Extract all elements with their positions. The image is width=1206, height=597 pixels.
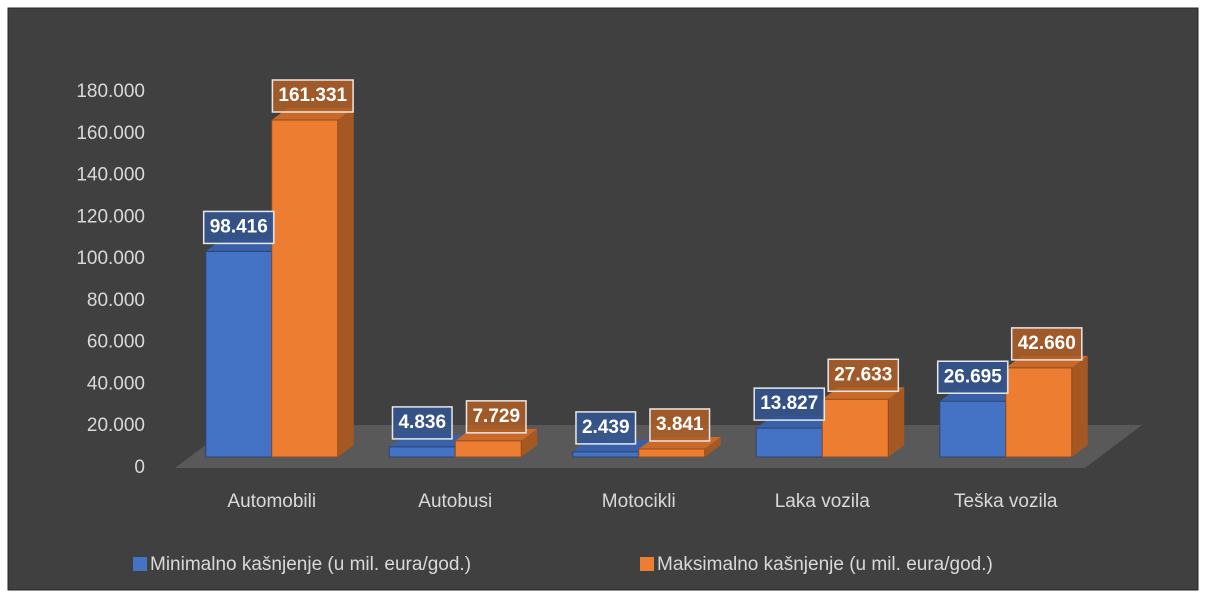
data-label-group: 161.331 xyxy=(271,79,354,113)
legend-label: Maksimalno kašnjenje (u mil. eura/god.) xyxy=(657,554,993,575)
legend-swatch xyxy=(133,557,147,571)
data-label: 98.416 xyxy=(210,216,268,237)
data-label: 7.729 xyxy=(472,406,520,427)
bar-side xyxy=(704,436,721,457)
data-label: 161.331 xyxy=(278,85,347,106)
data-label: 26.695 xyxy=(944,366,1003,387)
legend-swatch xyxy=(640,557,654,571)
x-tick-label: Motocikli xyxy=(602,491,676,512)
bar-side xyxy=(521,428,538,457)
y-tick-label: 20.000 xyxy=(87,415,145,436)
bar xyxy=(271,119,339,458)
bar xyxy=(1005,367,1073,458)
data-label-box xyxy=(1010,327,1083,361)
bar xyxy=(638,448,706,458)
data-label-box xyxy=(649,408,711,442)
data-label: 13.827 xyxy=(760,393,818,414)
bar-side xyxy=(337,107,354,457)
data-label: 42.660 xyxy=(1018,333,1076,354)
data-label-box xyxy=(827,358,900,393)
data-label-group: 3.841 xyxy=(649,408,711,442)
data-label-group: 4.836 xyxy=(391,406,453,440)
data-label: 4.836 xyxy=(398,412,446,433)
data-label-box xyxy=(271,79,354,113)
y-tick-label: 0 xyxy=(134,457,145,478)
data-label-box xyxy=(575,411,637,445)
y-tick-label: 160.000 xyxy=(76,123,145,144)
data-label-group: 26.695 xyxy=(936,360,1009,394)
data-label-group: 7.729 xyxy=(465,400,527,434)
data-label-box xyxy=(753,387,826,421)
data-label-box xyxy=(391,406,453,440)
x-tick-label: Automobili xyxy=(227,491,316,512)
x-tick-label: Laka vozila xyxy=(775,491,870,512)
bar-side xyxy=(888,387,905,457)
data-label: 27.633 xyxy=(834,364,892,385)
y-tick-label: 180.000 xyxy=(76,81,145,102)
data-label-box xyxy=(465,400,527,434)
y-tick-label: 100.000 xyxy=(76,248,145,269)
data-label-group: 27.633 xyxy=(827,358,900,393)
bar xyxy=(755,427,823,458)
bar xyxy=(572,451,640,458)
bar xyxy=(388,446,456,458)
x-tick-label: Teška vozila xyxy=(954,491,1058,512)
data-label-box xyxy=(936,360,1009,394)
data-label: 2.439 xyxy=(582,417,630,438)
bar-side xyxy=(1071,355,1088,457)
data-label-box xyxy=(202,210,275,245)
bar xyxy=(939,400,1007,458)
legend-label: Minimalno kašnjenje (u mil. eura/god.) xyxy=(150,554,471,575)
bar xyxy=(454,440,522,458)
x-tick-label: Autobusi xyxy=(418,491,492,512)
data-label-group: 98.416 xyxy=(202,210,275,245)
data-label-group: 42.660 xyxy=(1010,327,1083,361)
y-tick-label: 140.000 xyxy=(76,165,145,186)
y-tick-label: 120.000 xyxy=(76,206,145,227)
y-tick-label: 60.000 xyxy=(87,332,145,353)
data-label-group: 13.827 xyxy=(753,387,826,421)
data-label: 3.841 xyxy=(656,414,704,435)
data-label-group: 2.439 xyxy=(575,411,637,445)
bar xyxy=(821,398,889,458)
bar xyxy=(205,250,273,458)
y-tick-label: 80.000 xyxy=(87,290,145,311)
y-tick-label: 40.000 xyxy=(87,373,145,394)
